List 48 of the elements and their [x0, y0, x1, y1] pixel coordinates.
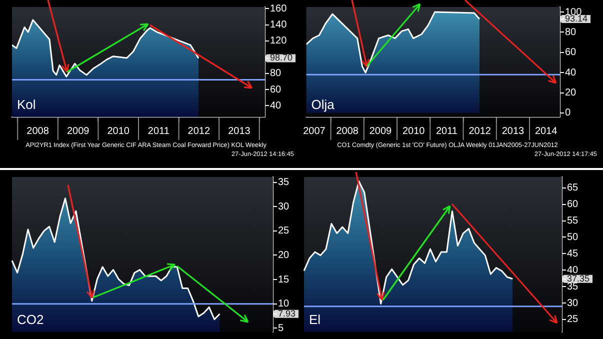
- x-tick-label: 2010: [402, 126, 426, 137]
- y-tick-label: 98.70: [270, 52, 293, 63]
- text: Kol: [17, 97, 36, 112]
- x-tick-label: 2012: [468, 126, 492, 137]
- x-tick-label: 2013: [502, 126, 525, 137]
- y-tick-label: 80: [565, 26, 577, 38]
- text: Olja: [311, 97, 336, 112]
- y-tick-label: 40: [565, 67, 577, 78]
- y-tick-label: 30: [567, 298, 579, 309]
- y-tick-label: 120: [270, 36, 288, 47]
- y-tick-label: 37.35: [567, 273, 590, 284]
- y-tick-label: 20: [565, 88, 577, 99]
- x-tick-label: 2014: [534, 126, 558, 137]
- y-tick-label: 35: [278, 177, 290, 188]
- y-tick-label: 60: [565, 47, 577, 58]
- y-tick-label: 140: [270, 20, 288, 31]
- x-tick-label: 2012: [188, 126, 210, 137]
- text: CO2: [17, 312, 44, 327]
- y-tick-label: 35: [567, 281, 579, 292]
- y-tick-label: 7.93: [278, 308, 296, 318]
- y-tick-label: 10: [278, 298, 290, 310]
- x-tick-label: 2013: [228, 126, 251, 137]
- x-tick-label: 2009: [369, 126, 392, 137]
- x-tick-label: 2010: [107, 126, 130, 137]
- y-tick-label: 60: [567, 199, 579, 210]
- y-tick-label: 0: [565, 108, 571, 119]
- y-tick-label: 65: [567, 182, 579, 194]
- y-tick-label: 40: [567, 264, 579, 276]
- y-tick-label: 25: [278, 226, 290, 237]
- y-tick-label: 80: [270, 68, 282, 80]
- x-tick-label: 2011: [148, 126, 170, 137]
- x-tick-label: 2008: [26, 126, 50, 137]
- y-tick-label: 30: [278, 201, 290, 212]
- y-tick-label: 160: [270, 3, 288, 14]
- y-tick-label: 50: [567, 232, 579, 243]
- y-tick-label: 25: [567, 314, 579, 326]
- x-tick-label: 2008: [336, 126, 359, 137]
- y-tick-label: 5: [278, 322, 284, 334]
- y-tick-label: 45: [567, 248, 579, 260]
- y-tick-label: 15: [278, 274, 290, 286]
- x-tick-label: 2009: [66, 126, 90, 137]
- y-tick-label: 20: [278, 250, 290, 261]
- y-tick-label: 40: [270, 100, 282, 112]
- y-tick-label: 60: [270, 84, 282, 96]
- text: El: [309, 312, 321, 327]
- x-tick-label: 2011: [436, 126, 458, 137]
- y-tick-label: 55: [567, 216, 579, 227]
- x-tick-label: 2007: [303, 126, 326, 137]
